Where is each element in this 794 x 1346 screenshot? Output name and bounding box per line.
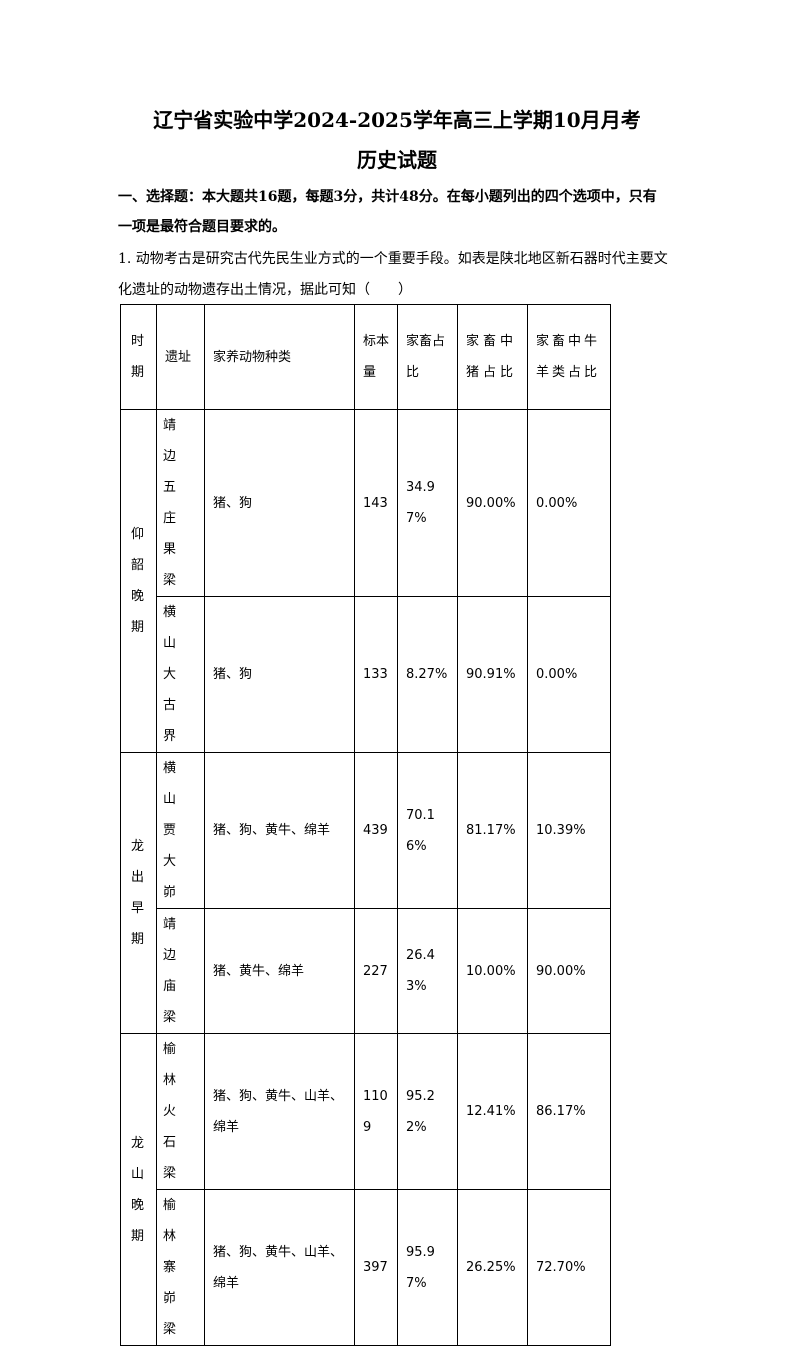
cell: 81.17% — [457, 752, 528, 909]
cell: 26.43% — [397, 908, 458, 1034]
table-row: 靖边庙梁 猪、黄牛、绵羊 227 26.43% 10.00% 90.00% — [121, 908, 611, 1034]
section-heading-cont: 一项是最符合题目要求的。 — [118, 219, 286, 235]
table-row: 横山大古界 猪、狗 133 8.27% 90.91% 0.00% — [121, 596, 611, 753]
header-cell: 家畜中牛羊类占比 — [527, 304, 611, 410]
cell: 133 — [354, 596, 398, 753]
site-cell: 横山贾大峁 — [156, 752, 205, 909]
header-cell: 时期 — [120, 304, 157, 410]
table-row: 龙山晚期 榆林火石梁 猪、狗、黄牛、山羊、绵羊 1109 95.22% 12.4… — [120, 1033, 611, 1346]
cell: 12.41% — [457, 1033, 528, 1190]
cell: 227 — [354, 908, 398, 1034]
cell: 猪、狗、黄牛、山羊、绵羊 — [204, 1189, 355, 1346]
cell: 95.97% — [397, 1189, 458, 1346]
cell: 95.22% — [397, 1033, 458, 1190]
period-cell: 仰韶晚期 — [120, 409, 157, 753]
cell: 猪、狗 — [204, 596, 355, 753]
table-header-row: 时期 遗址 家养动物种类 标本量 家畜占比 家畜中猪占比 家畜中牛羊类占比 — [120, 304, 611, 410]
cell: 397 — [354, 1189, 398, 1346]
period-cell: 龙出早期 — [120, 752, 157, 1034]
header-cell: 家畜占比 — [397, 304, 458, 410]
cell: 猪、狗 — [204, 409, 355, 597]
cell: 90.00% — [527, 908, 611, 1034]
document-title: 辽宁省实验中学2024-2025学年高三上学期10月月考 — [153, 108, 641, 132]
site-cell: 榆林寨峁梁 — [156, 1189, 205, 1346]
cell: 72.70% — [527, 1189, 611, 1346]
header-cell: 家养动物种类 — [204, 304, 355, 410]
site-cell: 横山大古界 — [156, 596, 205, 753]
cell: 0.00% — [527, 409, 611, 597]
cell: 86.17% — [527, 1033, 611, 1190]
question-text: 1. 动物考古是研究古代先民生业方式的一个重要手段。如表是陕北地区新石器时代主要… — [118, 251, 668, 267]
cell: 34.97% — [397, 409, 458, 597]
cell: 143 — [354, 409, 398, 597]
cell: 猪、黄牛、绵羊 — [204, 908, 355, 1034]
cell: 90.91% — [457, 596, 528, 753]
section-heading: 一、选择题：本大题共16题，每题3分，共计48分。在每小题列出的四个选项中，只有 — [118, 189, 657, 205]
document-subtitle: 历史试题 — [357, 148, 437, 172]
header-cell: 家畜中猪占比 — [457, 304, 528, 410]
table-row: 龙出早期 横山贾大峁 猪、狗、黄牛、绵羊 439 70.16% 81.17% 1… — [120, 752, 611, 1034]
cell: 10.00% — [457, 908, 528, 1034]
site-cell: 靖边五庄果梁 — [156, 409, 205, 597]
cell: 10.39% — [527, 752, 611, 909]
question-text-cont: 化遗址的动物遗存出土情况，据此可知（ ） — [118, 282, 412, 298]
site-cell: 榆林火石梁 — [156, 1033, 205, 1190]
cell: 70.16% — [397, 752, 458, 909]
table-row: 仰韶晚期 靖边五庄果梁 猪、狗 143 34.97% 90.00% 0.00% — [120, 409, 611, 753]
cell: 439 — [354, 752, 398, 909]
cell: 8.27% — [397, 596, 458, 753]
cell: 猪、狗、黄牛、山羊、绵羊 — [204, 1033, 355, 1190]
cell: 0.00% — [527, 596, 611, 753]
cell: 1109 — [354, 1033, 398, 1190]
header-cell: 标本量 — [354, 304, 398, 410]
cell: 26.25% — [457, 1189, 528, 1346]
cell: 90.00% — [457, 409, 528, 597]
cell: 猪、狗、黄牛、绵羊 — [204, 752, 355, 909]
header-cell: 遗址 — [156, 304, 205, 410]
site-cell: 靖边庙梁 — [156, 908, 205, 1034]
data-table: 时期 遗址 家养动物种类 标本量 家畜占比 家畜中猪占比 家畜中牛羊类占比 仰韶… — [120, 304, 611, 1346]
period-cell: 龙山晚期 — [120, 1033, 157, 1346]
table-row: 榆林寨峁梁 猪、狗、黄牛、山羊、绵羊 397 95.97% 26.25% 72.… — [121, 1189, 611, 1346]
